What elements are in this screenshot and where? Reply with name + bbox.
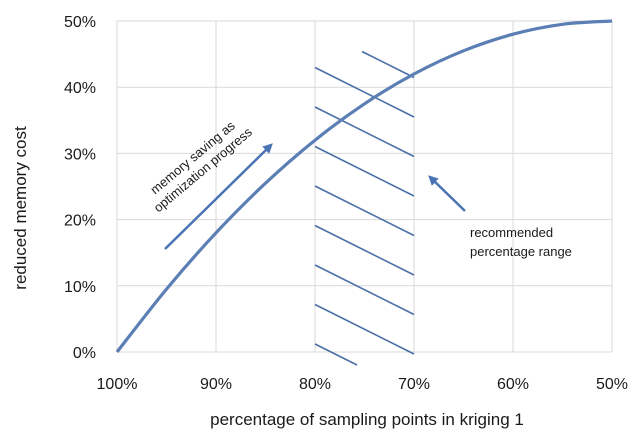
recommended-line1: recommended	[470, 225, 553, 240]
hatch-line	[314, 264, 415, 316]
x-tick-label: 70%	[398, 376, 430, 393]
y-tick-label: 0%	[73, 345, 96, 362]
recommended-arrow	[428, 175, 466, 212]
hatch-line	[314, 224, 415, 276]
recommended-range-hatch	[314, 50, 415, 366]
memory-saving-arrow	[164, 143, 273, 250]
y-tick-label: 30%	[64, 146, 96, 163]
hatch-line	[314, 145, 415, 197]
hatch-line	[314, 185, 415, 237]
memory-saving-annotation: memory saving as optimization progress	[147, 118, 255, 216]
y-axis-label: reduced memory cost	[11, 126, 30, 290]
x-axis-label: percentage of sampling points in kriging…	[210, 410, 524, 429]
x-tick-label: 60%	[497, 376, 529, 393]
y-tick-label: 10%	[64, 279, 96, 296]
hatch-line	[314, 66, 415, 118]
series-line	[115, 19, 613, 353]
x-tick-label: 90%	[200, 376, 232, 393]
y-tick-label: 40%	[64, 80, 96, 97]
y-tick-labels: 0% 10% 20% 30% 40% 50%	[64, 14, 96, 362]
y-tick-label: 50%	[64, 14, 96, 31]
hatch-line	[314, 303, 415, 355]
y-tick-label: 20%	[64, 213, 96, 230]
grid	[116, 20, 613, 353]
x-tick-label: 50%	[596, 376, 628, 393]
x-tick-label: 100%	[97, 376, 138, 393]
x-tick-label: 80%	[299, 376, 331, 393]
x-tick-labels: 100% 90% 80% 70% 60% 50%	[97, 376, 628, 393]
hatch-line	[361, 50, 415, 79]
hatch-line	[314, 343, 358, 366]
recommended-line2: percentage range	[470, 244, 572, 259]
hatch-line	[314, 106, 415, 158]
